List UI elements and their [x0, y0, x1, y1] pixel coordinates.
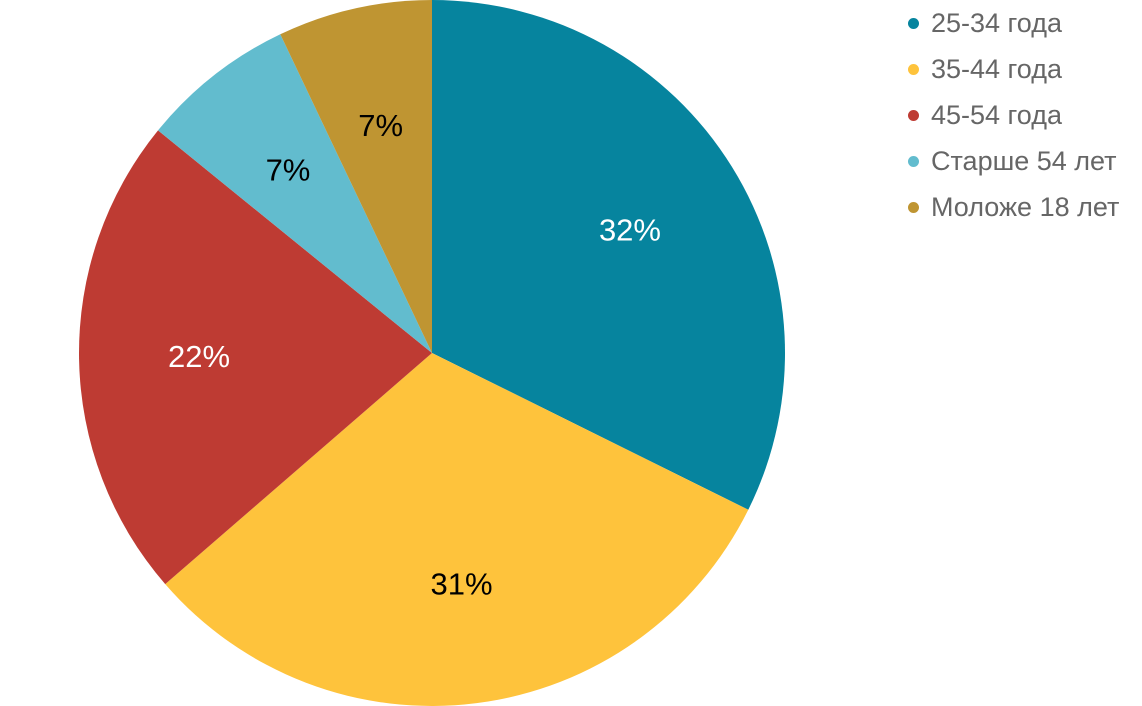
legend-item-3: 45-54 года — [908, 92, 1119, 138]
legend-dot-icon — [908, 201, 919, 213]
pie-slice-label-4: 7% — [266, 152, 311, 187]
legend-label: 25-34 года — [931, 7, 1063, 38]
legend-item-5: Моложе 18 лет — [908, 184, 1119, 230]
pie-slice-label-5: 7% — [358, 108, 403, 143]
pie-slice-label-1: 32% — [599, 213, 661, 248]
legend-dot-icon — [908, 17, 919, 29]
legend-label: 35-44 года — [931, 53, 1063, 84]
pie-slice-3 — [79, 130, 433, 585]
pie-slices — [79, 0, 785, 706]
legend-label: 45-54 года — [931, 99, 1063, 130]
legend-dot-icon — [908, 109, 919, 121]
pie-slice-5 — [280, 0, 432, 353]
legend-item-2: 35-44 года — [908, 46, 1119, 92]
pie-slice-label-3: 22% — [168, 339, 230, 374]
legend: 25-34 года 35-44 года 45-54 года Старше 54 … — [908, 0, 1119, 230]
legend-dot-icon — [908, 155, 919, 167]
legend-label: Моложе 18 лет — [931, 191, 1120, 222]
pie-slice-label-2: 31% — [430, 567, 492, 602]
legend-item-4: Старше 54 лет — [908, 138, 1119, 184]
pie-slice-4 — [158, 34, 432, 353]
pie-slice-2 — [165, 353, 749, 706]
legend-dot-icon — [908, 63, 919, 75]
pie-slice-labels: 32% 31% 22% 7% 7% — [168, 108, 661, 601]
legend-item-1: 25-34 года — [908, 0, 1119, 46]
pie-slice-1 — [432, 0, 785, 510]
legend-label: Старше 54 лет — [931, 145, 1117, 176]
